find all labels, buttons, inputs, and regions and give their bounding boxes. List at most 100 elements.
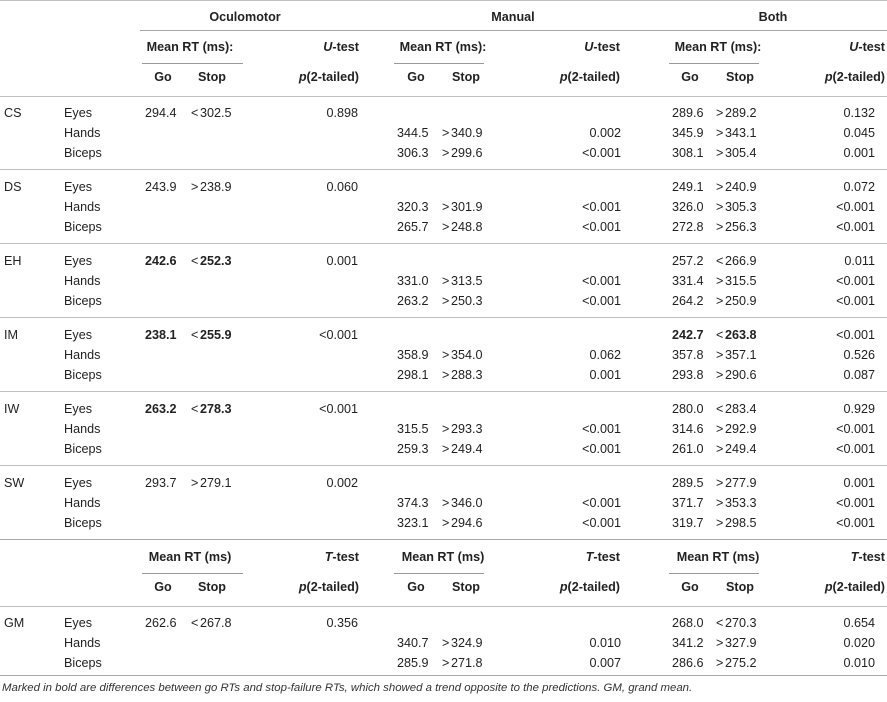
- p-value: <0.001: [836, 220, 875, 234]
- stop-rt: 305.3: [725, 200, 757, 214]
- p-value: <0.001: [836, 200, 875, 214]
- stop-rt: 313.5: [451, 274, 483, 288]
- p-value: 0.062: [589, 348, 621, 362]
- go-rt: 314.6: [672, 422, 704, 436]
- compare-sign: >: [716, 220, 724, 234]
- stop-rt: 298.5: [725, 516, 757, 530]
- effector-label: Eyes: [64, 254, 92, 268]
- mean-rt-rule: [394, 573, 484, 574]
- p-value: 0.654: [843, 616, 875, 630]
- mean-rt-header: Mean RT (ms):: [399, 40, 487, 54]
- go-rt: 268.0: [672, 616, 704, 630]
- compare-sign: >: [716, 636, 724, 650]
- go-rt: 280.0: [672, 402, 704, 416]
- p-value: <0.001: [836, 328, 875, 342]
- p-header-rest: (2-tailed): [306, 70, 359, 84]
- go-rt: 238.1: [145, 328, 177, 342]
- p-header-rest: (2-tailed): [832, 70, 885, 84]
- test-header: U-test: [323, 40, 359, 54]
- compare-sign: >: [716, 496, 724, 510]
- subject-code: IW: [4, 402, 20, 416]
- p-value: 0.045: [843, 126, 875, 140]
- p-header-letter: p: [298, 70, 307, 84]
- p-value: 0.001: [589, 368, 621, 382]
- mean-rt-header: Mean RT (ms): [401, 550, 485, 564]
- compare-sign: >: [442, 220, 450, 234]
- go-rt: 264.2: [672, 294, 704, 308]
- stop-rt: 256.3: [725, 220, 757, 234]
- compare-sign: <: [191, 616, 199, 630]
- test-header-letter: U: [849, 40, 859, 54]
- test-header: U-test: [584, 40, 620, 54]
- go-header: Go: [154, 580, 172, 594]
- p-value: 0.001: [326, 254, 358, 268]
- go-rt: 331.4: [672, 274, 704, 288]
- go-rt: 306.3: [397, 146, 429, 160]
- p-value: <0.001: [582, 146, 621, 160]
- stop-header: Stop: [198, 580, 226, 594]
- compare-sign: >: [716, 200, 724, 214]
- compare-sign: >: [442, 516, 450, 530]
- p-value: <0.001: [582, 294, 621, 308]
- p-value: <0.001: [836, 422, 875, 436]
- effector-label: Biceps: [64, 516, 102, 530]
- compare-sign: >: [716, 442, 724, 456]
- p-header-rest: (2-tailed): [567, 580, 620, 594]
- effector-label: Eyes: [64, 328, 92, 342]
- stop-header: Stop: [198, 70, 226, 84]
- bottom-rule: [0, 675, 887, 676]
- stop-rt: 357.1: [725, 348, 757, 362]
- test-header-rest: -test: [332, 550, 359, 564]
- mean-rt-header: Mean RT (ms): [148, 550, 232, 564]
- stop-rt: 288.3: [451, 368, 483, 382]
- header2-top-rule: [0, 539, 887, 540]
- go-rt: 259.3: [397, 442, 429, 456]
- stop-rt: 354.0: [451, 348, 483, 362]
- go-rt: 358.9: [397, 348, 429, 362]
- compare-sign: >: [442, 294, 450, 308]
- p-value: 0.087: [843, 368, 875, 382]
- subject-code: GM: [4, 616, 25, 630]
- stop-rt: 271.8: [451, 656, 483, 670]
- go-rt: 374.3: [397, 496, 429, 510]
- go-rt: 344.5: [397, 126, 429, 140]
- compare-sign: >: [442, 368, 450, 382]
- go-header: Go: [681, 70, 699, 84]
- stop-rt: 277.9: [725, 476, 757, 490]
- compare-sign: >: [442, 442, 450, 456]
- stop-rt: 278.3: [200, 402, 232, 416]
- compare-sign: <: [191, 328, 199, 342]
- group-oculomotor: Oculomotor: [209, 10, 281, 24]
- stop-header: Stop: [452, 580, 480, 594]
- go-rt: 315.5: [397, 422, 429, 436]
- effector-label: Hands: [64, 126, 101, 140]
- p-value: <0.001: [836, 442, 875, 456]
- go-rt: 265.7: [397, 220, 429, 234]
- effector-label: Biceps: [64, 294, 102, 308]
- test-header: T-test: [586, 550, 620, 564]
- test-header-rest: -test: [858, 550, 885, 564]
- go-rt: 340.7: [397, 636, 429, 650]
- p-value: 0.007: [589, 656, 621, 670]
- go-rt: 257.2: [672, 254, 704, 268]
- stop-rt: 324.9: [451, 636, 483, 650]
- stop-header: Stop: [726, 70, 754, 84]
- block-rule: [0, 391, 887, 392]
- go-rt: 320.3: [397, 200, 429, 214]
- stop-header: Stop: [452, 70, 480, 84]
- test-header-letter: T: [850, 550, 859, 564]
- compare-sign: >: [716, 106, 724, 120]
- test-header-rest: -test: [858, 40, 885, 54]
- p-value: 0.010: [843, 656, 875, 670]
- block-rule: [0, 243, 887, 244]
- footnote: Marked in bold are differences between g…: [2, 682, 693, 694]
- compare-sign: >: [716, 656, 724, 670]
- compare-sign: >: [716, 348, 724, 362]
- stop-rt: 279.1: [200, 476, 232, 490]
- go-rt: 319.7: [672, 516, 704, 530]
- compare-sign: <: [716, 254, 724, 268]
- effector-label: Biceps: [64, 146, 102, 160]
- subject-code: CS: [4, 106, 22, 120]
- p-value: 0.132: [843, 106, 875, 120]
- go-rt: 293.7: [145, 476, 177, 490]
